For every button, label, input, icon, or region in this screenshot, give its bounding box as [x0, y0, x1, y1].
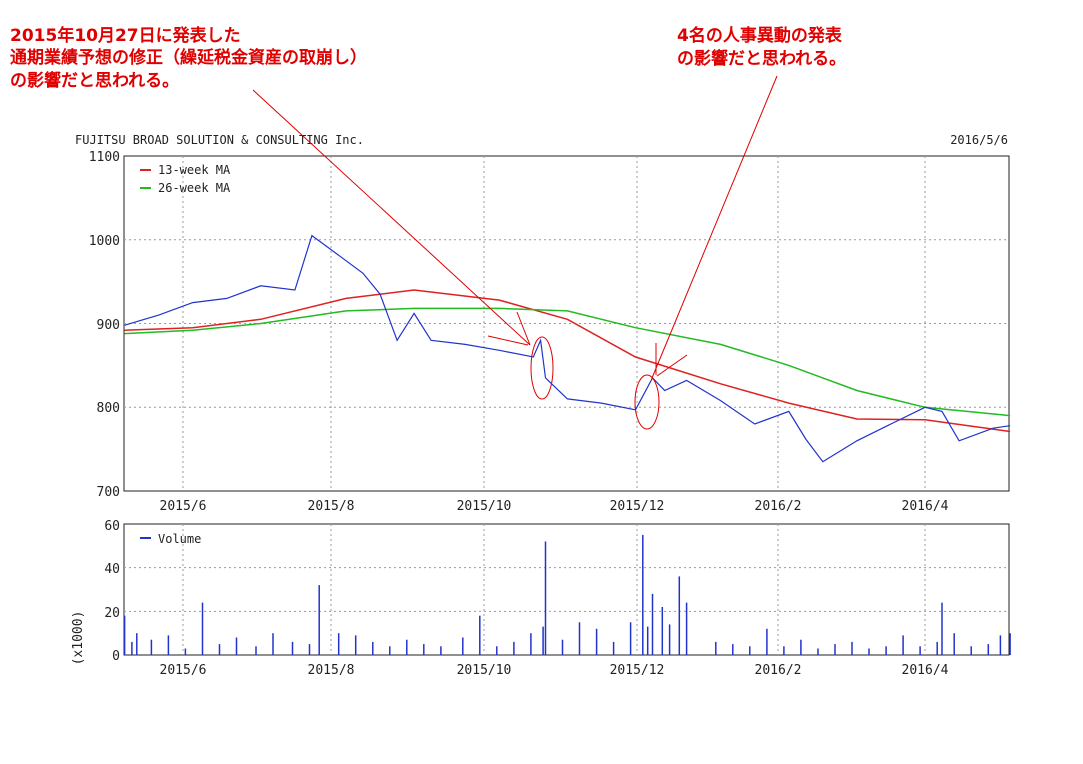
- volume-y-tick-label: 20: [104, 606, 120, 621]
- volume-x-tick-label: 2015/10: [457, 663, 512, 678]
- volume-x-axis: 2015/6 2015/8 2015/10 2015/12 2016/2 201…: [160, 663, 949, 678]
- ma-13week-line: [124, 289, 1011, 433]
- price-lines: [124, 234, 1011, 463]
- highlight-ellipse-right: [634, 374, 660, 430]
- legend-label-26week: 26-week MA: [158, 181, 231, 195]
- y-tick-label: 1000: [89, 234, 120, 249]
- price-plot-area: [123, 155, 1010, 492]
- annotation-right: 4名の人事異動の発表 の影響だと思われる。: [677, 25, 846, 69]
- legend-label-volume: Volume: [158, 532, 201, 546]
- volume-x-tick-label: 2015/8: [308, 663, 355, 678]
- y-tick-label: 1100: [89, 150, 120, 165]
- annotation-left-line2: 通期業績予想の修正（繰延税金資産の取崩し）: [10, 47, 367, 68]
- chart-title: FUJITSU BROAD SOLUTION & CONSULTING Inc.: [75, 133, 364, 147]
- volume-y-axis: 60 40 20 0 (x1000): [71, 519, 120, 665]
- annotation-arrow-right: [651, 75, 778, 379]
- volume-x-tick-label: 2016/2: [755, 663, 802, 678]
- y-tick-label: 700: [97, 485, 120, 500]
- volume-legend: Volume: [140, 532, 201, 546]
- chart-date: 2016/5/6: [950, 133, 1008, 147]
- price-grid: [124, 156, 1009, 491]
- annotation-right-line1: 4名の人事異動の発表: [677, 25, 843, 46]
- y-tick-label: 900: [97, 318, 120, 333]
- volume-x-tick-label: 2016/4: [902, 663, 949, 678]
- annotation-arrows: [252, 75, 778, 430]
- ma-26week-line: [124, 307, 1011, 417]
- arrow-head: [516, 311, 531, 346]
- x-tick-label: 2015/10: [457, 499, 512, 514]
- volume-y-axis-label: (x1000): [71, 611, 86, 666]
- x-tick-label: 2015/12: [610, 499, 665, 514]
- annotation-left-line3: の影響だと思われる。: [10, 70, 179, 91]
- annotation-right-line2: の影響だと思われる。: [677, 48, 846, 69]
- annotation-arrow-left: [252, 89, 531, 346]
- volume-bars: [123, 534, 1011, 655]
- price-line: [124, 234, 1011, 463]
- highlight-ellipse-left: [530, 336, 554, 400]
- arrow-head: [656, 354, 688, 377]
- volume-y-tick-label: 40: [104, 562, 120, 577]
- price-y-axis: 1100 1000 900 800 700: [89, 150, 120, 500]
- price-legend: 13-week MA 26-week MA: [140, 163, 231, 195]
- volume-plot-area: [123, 523, 1010, 656]
- volume-y-tick-label: 0: [112, 649, 120, 664]
- x-tick-label: 2016/4: [902, 499, 949, 514]
- volume-grid: [124, 524, 1009, 655]
- legend-label-13week: 13-week MA: [158, 163, 231, 177]
- x-tick-label: 2015/6: [160, 499, 207, 514]
- annotation-left-line1: 2015年10月27日に発表した: [10, 25, 241, 46]
- volume-y-tick-label: 60: [104, 519, 120, 534]
- x-tick-label: 2015/8: [308, 499, 355, 514]
- annotation-left: 2015年10月27日に発表した 通期業績予想の修正（繰延税金資産の取崩し） の…: [10, 25, 367, 91]
- price-x-axis: 2015/6 2015/8 2015/10 2015/12 2016/2 201…: [160, 499, 949, 514]
- volume-x-tick-label: 2015/12: [610, 663, 665, 678]
- arrow-head: [487, 335, 529, 346]
- x-tick-label: 2016/2: [755, 499, 802, 514]
- y-tick-label: 800: [97, 401, 120, 416]
- volume-x-tick-label: 2015/6: [160, 663, 207, 678]
